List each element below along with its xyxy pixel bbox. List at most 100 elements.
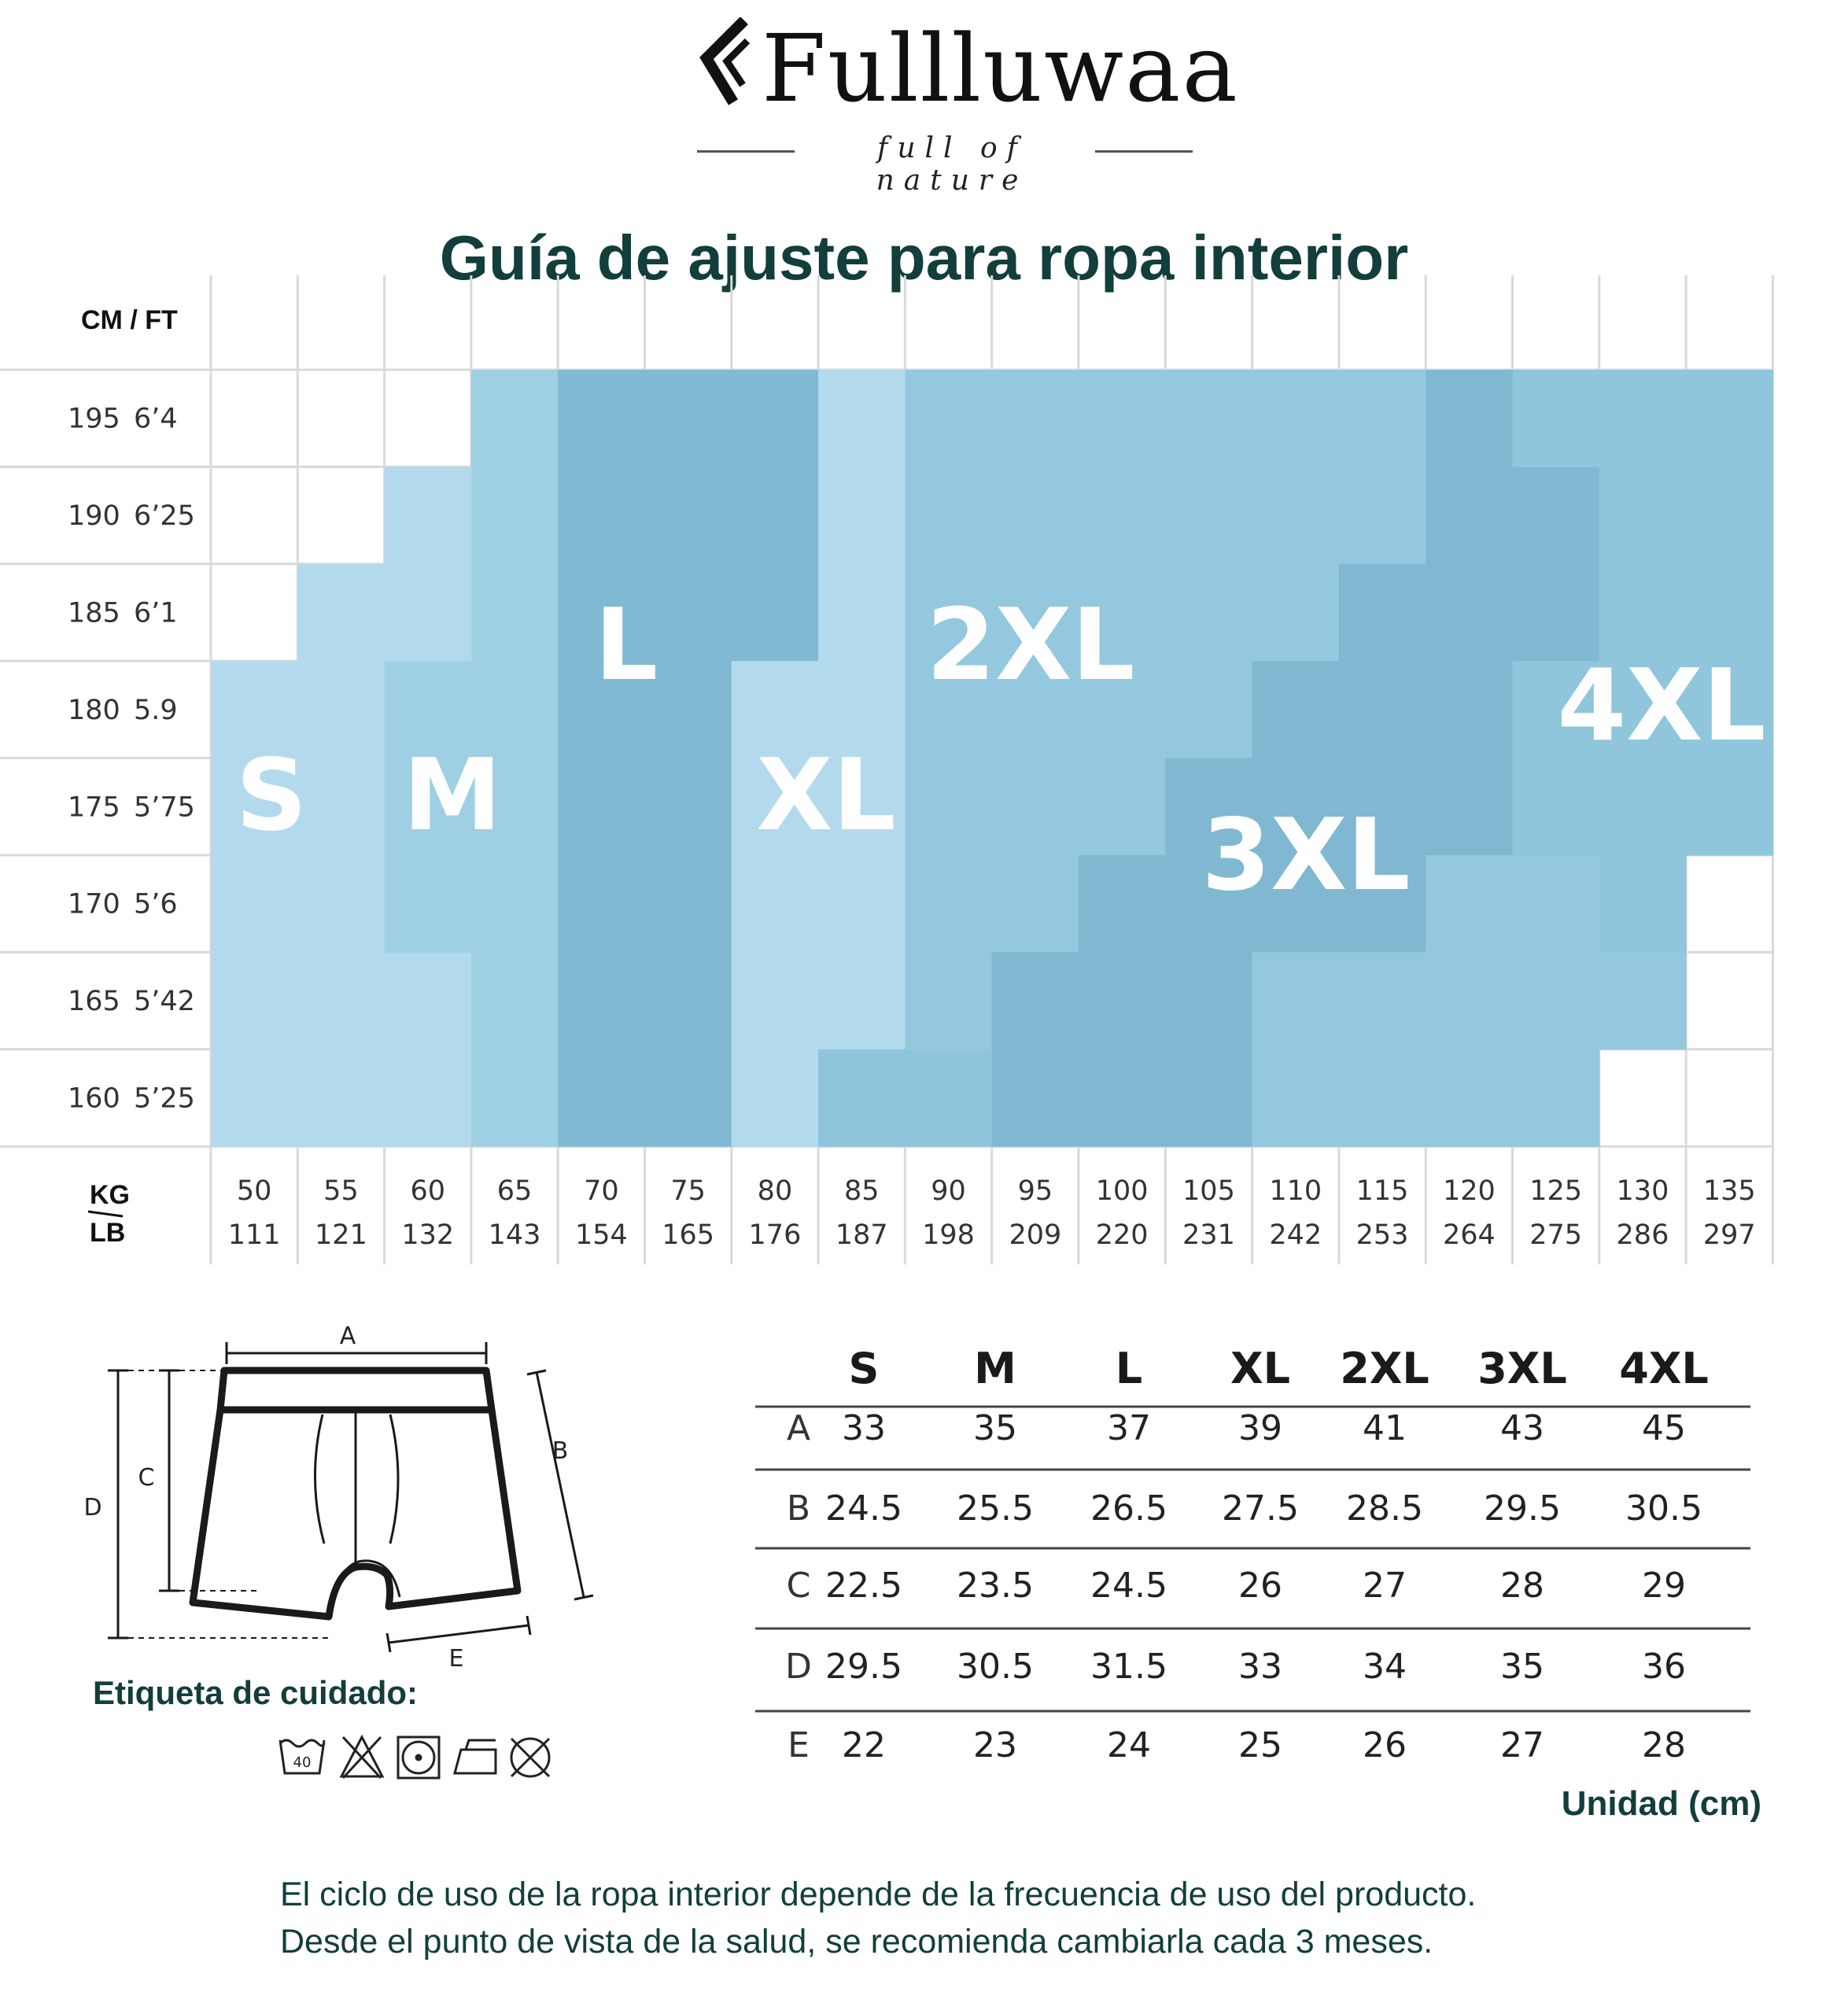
table-cell: 23 <box>973 1725 1017 1765</box>
height-label: 190 <box>68 500 120 532</box>
table-cell: 27.5 <box>1222 1488 1299 1529</box>
brand-name: Fullluwaa <box>762 14 1239 123</box>
height-label: 195 <box>68 404 120 435</box>
table-cell: 22.5 <box>825 1566 902 1606</box>
table-cell: 43 <box>1500 1408 1544 1448</box>
table-cell: 25.5 <box>957 1488 1034 1529</box>
measurement-table: S M L XL 2XL 3XL 4XL A 33 35 37 39 41 43 45 B 24.5 25.5 2… <box>755 1344 1750 1765</box>
zone-cell <box>470 370 559 1147</box>
zone-cell <box>1599 952 1687 1050</box>
weight-label-kg: 60 <box>410 1175 445 1207</box>
iron-icon <box>453 1739 497 1775</box>
weight-label-kg: 110 <box>1269 1175 1322 1207</box>
zone-cell <box>384 467 472 662</box>
zone-cell <box>731 661 819 1147</box>
weight-label-kg: 50 <box>237 1175 272 1207</box>
dim-label-c: C <box>138 1464 155 1492</box>
table-header: S M L XL 2XL 3XL 4XL <box>849 1344 1709 1393</box>
zone-cell <box>1686 370 1773 467</box>
zone-label-4xl: 4XL <box>1557 647 1765 763</box>
table-cell: 33 <box>842 1408 886 1448</box>
zone-cell <box>1338 370 1426 565</box>
footnote-line-2: Desde el punto de vista de la salud, se … <box>280 1923 1433 1961</box>
zone-cell <box>1165 758 1253 1147</box>
zone-cell <box>1512 855 1600 1147</box>
table-cell: 36 <box>1642 1647 1686 1687</box>
dim-label-e: E <box>449 1645 464 1673</box>
weight-label-lb: 297 <box>1703 1219 1756 1251</box>
wash-temp: 40 <box>293 1754 312 1771</box>
table-cell: 31.5 <box>1090 1647 1167 1687</box>
table-row-key: E <box>788 1725 810 1765</box>
zone-cell <box>1079 855 1166 1147</box>
table-cell: 24 <box>1107 1725 1151 1765</box>
table-cell: 27 <box>1363 1566 1407 1606</box>
zone-cell <box>644 370 732 1147</box>
height-label-ft: 5’6 <box>134 889 178 920</box>
table-cell: 29.5 <box>825 1647 902 1687</box>
table-cell: 27 <box>1500 1725 1544 1765</box>
table-cell: 45 <box>1642 1408 1686 1448</box>
weight-label-kg: 70 <box>584 1175 619 1207</box>
weight-label-kg: 90 <box>931 1175 966 1207</box>
height-label: 175 <box>68 791 120 823</box>
table-header-cell: S <box>849 1344 880 1393</box>
weight-label-lb: 143 <box>489 1219 541 1251</box>
weight-label-kg: 125 <box>1529 1175 1582 1207</box>
fit-chart: 195 6’4 190 6’25 185 6’1 180 5.9 175 5’75 170 5’6 16… <box>0 275 1774 1265</box>
weight-label-kg: 105 <box>1182 1175 1235 1207</box>
table-row-key: C <box>787 1566 811 1606</box>
zone-cell <box>818 1049 906 1147</box>
table-cell: 33 <box>1238 1647 1282 1687</box>
zone-cell <box>1512 661 1600 856</box>
zone-cell <box>211 661 298 1147</box>
zone-cell <box>558 370 645 1147</box>
boxer-diagram: A B C D E <box>83 1322 594 1673</box>
weight-label-kg: 75 <box>670 1175 706 1207</box>
kg-lb-divider <box>88 1210 124 1218</box>
zone-cell <box>1252 661 1340 953</box>
weight-label-lb: 121 <box>315 1219 367 1251</box>
zone-label-m: M <box>403 737 501 853</box>
height-label-ft: 5’75 <box>134 791 195 823</box>
zone-cell <box>297 563 385 1147</box>
height-label-ft: 5’25 <box>134 1083 195 1115</box>
zone-cell <box>1512 467 1600 662</box>
tagline-divider-right <box>1095 150 1193 153</box>
table-cell: 30.5 <box>1625 1488 1702 1529</box>
table-header-cell: L <box>1116 1344 1142 1393</box>
zone-cell <box>1599 370 1687 467</box>
table-cell: 23.5 <box>957 1566 1034 1606</box>
weight-axis-label-lb: LB <box>90 1218 126 1248</box>
table-header-cell: XL <box>1230 1344 1290 1393</box>
table-cell: 28 <box>1500 1566 1544 1606</box>
table-cell: 34 <box>1363 1647 1407 1687</box>
weight-label-kg: 80 <box>758 1175 793 1207</box>
table-cell: 26.5 <box>1090 1488 1167 1529</box>
table-cell: 24.5 <box>1090 1566 1167 1606</box>
table-rules <box>755 1405 1750 1713</box>
height-label-ft: 5.9 <box>134 695 178 726</box>
weight-label-kg: 130 <box>1617 1175 1669 1207</box>
table-cell: 37 <box>1107 1408 1151 1448</box>
table-cell: 26 <box>1238 1566 1282 1606</box>
height-label-ft: 6’25 <box>134 500 195 532</box>
page-title: Guía de ajuste para ropa interior <box>439 223 1409 293</box>
weight-label-lb: 165 <box>662 1219 714 1251</box>
weight-label-kg: 65 <box>497 1175 533 1207</box>
weight-label-lb: 132 <box>401 1219 454 1251</box>
weight-label-lb: 111 <box>228 1219 281 1251</box>
care-icons: 40 <box>278 1734 551 1780</box>
weight-label-kg: 95 <box>1018 1175 1053 1207</box>
weight-labels: 50 111 55 121 60 132 65 143 70 154 75 165 80 176 85 187… <box>228 1175 1756 1251</box>
zone-cell <box>384 952 472 1147</box>
weight-label-lb: 286 <box>1617 1219 1669 1251</box>
height-labels: 195 6’4 190 6’25 185 6’1 180 5.9 175 5’75 170 5’6 16… <box>68 404 195 1115</box>
height-label-ft: 5’42 <box>134 986 195 1017</box>
dim-label-d: D <box>83 1494 101 1522</box>
weight-label-lb: 176 <box>749 1219 802 1251</box>
table-cell: 35 <box>973 1408 1017 1448</box>
table-cell: 22 <box>842 1725 886 1765</box>
weight-label-lb: 187 <box>835 1219 888 1251</box>
